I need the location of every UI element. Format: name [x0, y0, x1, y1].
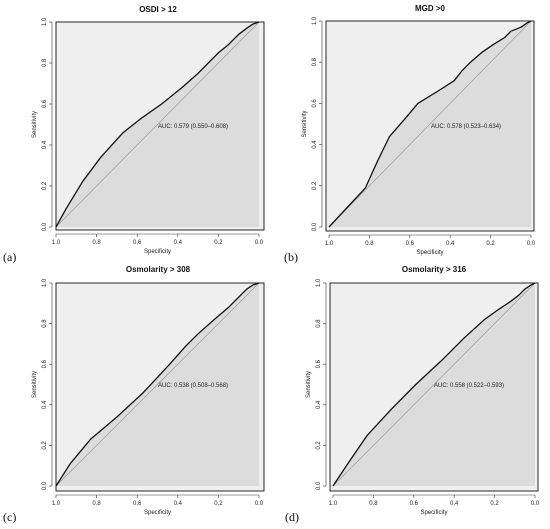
x-tick-label: 0.4: [174, 240, 183, 246]
plot-frame: [55, 21, 265, 231]
chart-title: MGD >0: [415, 4, 446, 13]
y-tick-label: 0.0: [42, 222, 48, 231]
y-tick-label: 0.4: [42, 400, 48, 409]
y-tick-label: 1.0: [316, 278, 322, 287]
y-tick-label: 1.0: [42, 278, 48, 287]
roc-curve: [55, 282, 260, 487]
chart-title: OSDI > 12: [139, 5, 177, 14]
x-tick-label: 0.8: [365, 241, 374, 247]
y-tick-label: 0.4: [42, 140, 48, 149]
x-axis-label: Specificity: [420, 510, 447, 516]
y-tick-label: 1.0: [42, 17, 48, 26]
y-tick-label: 1.0: [312, 16, 318, 25]
x-tick-label: 0.0: [527, 241, 536, 247]
y-axis-label: Sensitivity: [32, 111, 38, 138]
x-tick-label: 0.2: [214, 240, 223, 246]
roc-curve: [332, 282, 536, 487]
roc-curve: [328, 20, 532, 228]
panel-letter: (a): [3, 250, 16, 264]
x-tick-label: 0.0: [531, 501, 540, 507]
reference-diagonal: [328, 20, 532, 228]
y-tick-label: 0.4: [316, 400, 322, 409]
x-tick-label: 0.8: [369, 501, 378, 507]
plot-frame: [325, 20, 535, 232]
roc-curve: [55, 21, 260, 228]
x-tick-label: 1.0: [329, 501, 338, 507]
plot-frame: [329, 282, 539, 492]
x-axis-label: Specificity: [416, 250, 443, 256]
x-tick-label: 0.8: [92, 501, 101, 507]
y-tick-label: 0.8: [316, 319, 322, 328]
y-axis-label: Sensitivity: [32, 371, 38, 398]
x-tick-label: 0.6: [406, 241, 415, 247]
x-axis-label: Specificity: [144, 249, 171, 255]
x-tick-label: 0.6: [410, 501, 419, 507]
panel-letter: (c): [3, 510, 16, 524]
x-tick-label: 0.2: [490, 501, 499, 507]
chart-title: Osmolarity > 316: [402, 265, 467, 274]
roc-panel-3: 1.0 0.8 0.6 0.4 0.2 0.0 Specificity 0.0 0.2 0.4 0.…: [3, 265, 265, 524]
y-tick-label: 0.8: [42, 58, 48, 67]
y-tick-label: 0.6: [42, 99, 48, 108]
y-tick-label: 0.2: [312, 181, 318, 190]
x-tick-label: 0.0: [255, 240, 264, 246]
y-tick-label: 0.6: [42, 359, 48, 368]
reference-diagonal: [55, 282, 260, 487]
x-tick-label: 0.2: [486, 241, 495, 247]
y-tick-label: 0.6: [316, 359, 322, 368]
x-tick-label: 0.4: [174, 501, 183, 507]
y-tick-label: 0.2: [42, 441, 48, 450]
auc-annotation: AUC: 0.579 (0.550–0.608): [158, 124, 228, 130]
x-tick-label: 0.2: [214, 501, 223, 507]
plot-frame: [55, 282, 265, 492]
x-tick-label: 0.0: [255, 501, 264, 507]
y-tick-label: 0.8: [312, 57, 318, 66]
roc-panel-4: 1.0 0.8 0.6 0.4 0.2 0.0 Specificity 0.0 0.2 0.4 0.…: [285, 265, 540, 524]
x-tick-label: 1.0: [325, 241, 334, 247]
y-tick-label: 0.6: [312, 99, 318, 108]
reference-diagonal: [55, 21, 260, 228]
reference-diagonal: [332, 282, 536, 487]
auc-annotation: AUC: 0.558 (0.522–0.593): [434, 383, 504, 389]
x-axis-label: Specificity: [144, 510, 171, 516]
x-tick-label: 0.6: [133, 240, 142, 246]
y-tick-label: 0.2: [42, 181, 48, 190]
y-tick-label: 0.0: [316, 481, 322, 490]
y-axis-label: Sensitivity: [306, 371, 312, 398]
x-tick-label: 1.0: [52, 240, 61, 246]
y-tick-label: 0.2: [316, 441, 322, 450]
x-tick-label: 0.4: [446, 241, 455, 247]
x-tick-label: 0.4: [450, 501, 459, 507]
auc-annotation: AUC: 0.578 (0.523–0.634): [431, 124, 501, 130]
y-tick-label: 0.0: [42, 481, 48, 490]
roc-panel-1: 1.0 0.8 0.6 0.4 0.2 0.0 Specificity 0.0 0.2 0.4 0.…: [3, 5, 265, 264]
y-axis-label: Sensitivity: [302, 110, 308, 137]
roc-panel-2: 1.0 0.8 0.6 0.4 0.2 0.0 Specificity 0.0 0.2 0.4 0.…: [284, 4, 536, 264]
x-tick-label: 1.0: [52, 501, 61, 507]
y-tick-label: 0.8: [42, 319, 48, 328]
y-tick-label: 0.0: [312, 222, 318, 231]
panel-letter: (b): [284, 250, 298, 264]
x-tick-label: 0.6: [133, 501, 142, 507]
x-tick-label: 0.8: [92, 240, 101, 246]
chart-title: Osmolarity > 308: [126, 265, 191, 274]
auc-annotation: AUC: 0.538 (0.508–0.568): [158, 383, 228, 389]
panel-letter: (d): [285, 510, 299, 524]
y-tick-label: 0.4: [312, 140, 318, 149]
